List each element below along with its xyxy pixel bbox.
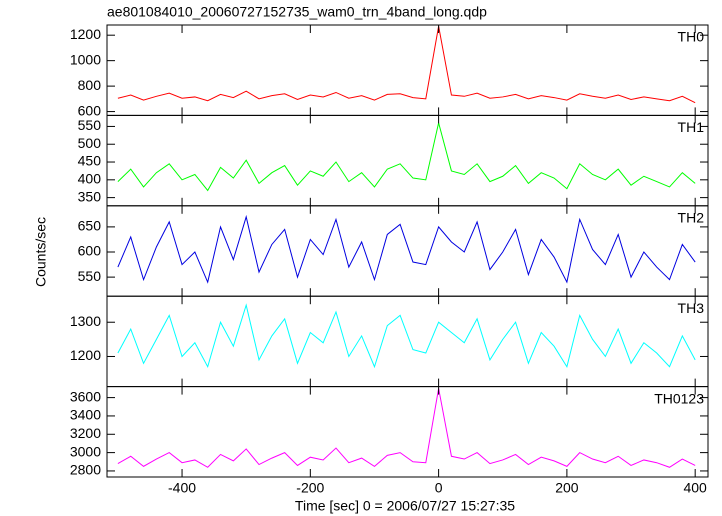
light-curve — [117, 303, 696, 369]
panel-label: TH2 — [678, 210, 705, 226]
panel-label: TH3 — [678, 300, 705, 316]
y-tick-label: 550 — [78, 117, 102, 133]
y-tick-label: 350 — [78, 188, 102, 204]
y-tick-label: 450 — [78, 153, 102, 169]
x-axis-label: Time [sec] 0 = 2006/07/27 15:27:35 — [295, 498, 515, 514]
panel-label: TH0123 — [654, 390, 704, 406]
y-tick-label: 550 — [78, 268, 102, 284]
y-tick-label: 3400 — [70, 407, 101, 423]
y-tick-label: 1000 — [70, 51, 101, 67]
x-tick-label: 0 — [435, 480, 443, 496]
y-tick-label: 2800 — [70, 462, 101, 478]
light-curve — [117, 388, 696, 468]
y-tick-label: 1200 — [70, 347, 101, 363]
y-tick-label: 800 — [78, 77, 102, 93]
light-curve — [117, 26, 696, 104]
y-tick-label: 3000 — [70, 443, 101, 459]
panel-label: TH1 — [678, 119, 705, 135]
y-axis-label: Counts/sec — [33, 217, 49, 287]
y-tick-label: 400 — [78, 171, 102, 187]
x-tick-label: 400 — [683, 480, 707, 496]
y-tick-label: 500 — [78, 135, 102, 151]
y-tick-label: 1200 — [70, 26, 101, 42]
panel-label: TH0 — [678, 29, 705, 45]
panel-frame — [106, 295, 709, 388]
y-tick-label: 600 — [78, 102, 102, 118]
light-curve — [117, 214, 696, 284]
light-curve — [117, 122, 696, 192]
chart-title: ae801084010_20060727152735_wam0_trn_4ban… — [107, 4, 487, 20]
x-tick-label: -200 — [296, 480, 324, 496]
panel-frame — [106, 114, 709, 207]
y-tick-label: 3200 — [70, 425, 101, 441]
y-tick-label: 600 — [78, 243, 102, 259]
x-tick-label: -400 — [168, 480, 196, 496]
y-tick-label: 1300 — [70, 313, 101, 329]
x-tick-label: 200 — [555, 480, 579, 496]
panel-frame — [106, 205, 709, 297]
y-tick-label: 3600 — [70, 388, 101, 404]
panel-frame — [106, 386, 709, 478]
y-tick-label: 650 — [78, 218, 102, 234]
panel-frame — [106, 24, 709, 116]
